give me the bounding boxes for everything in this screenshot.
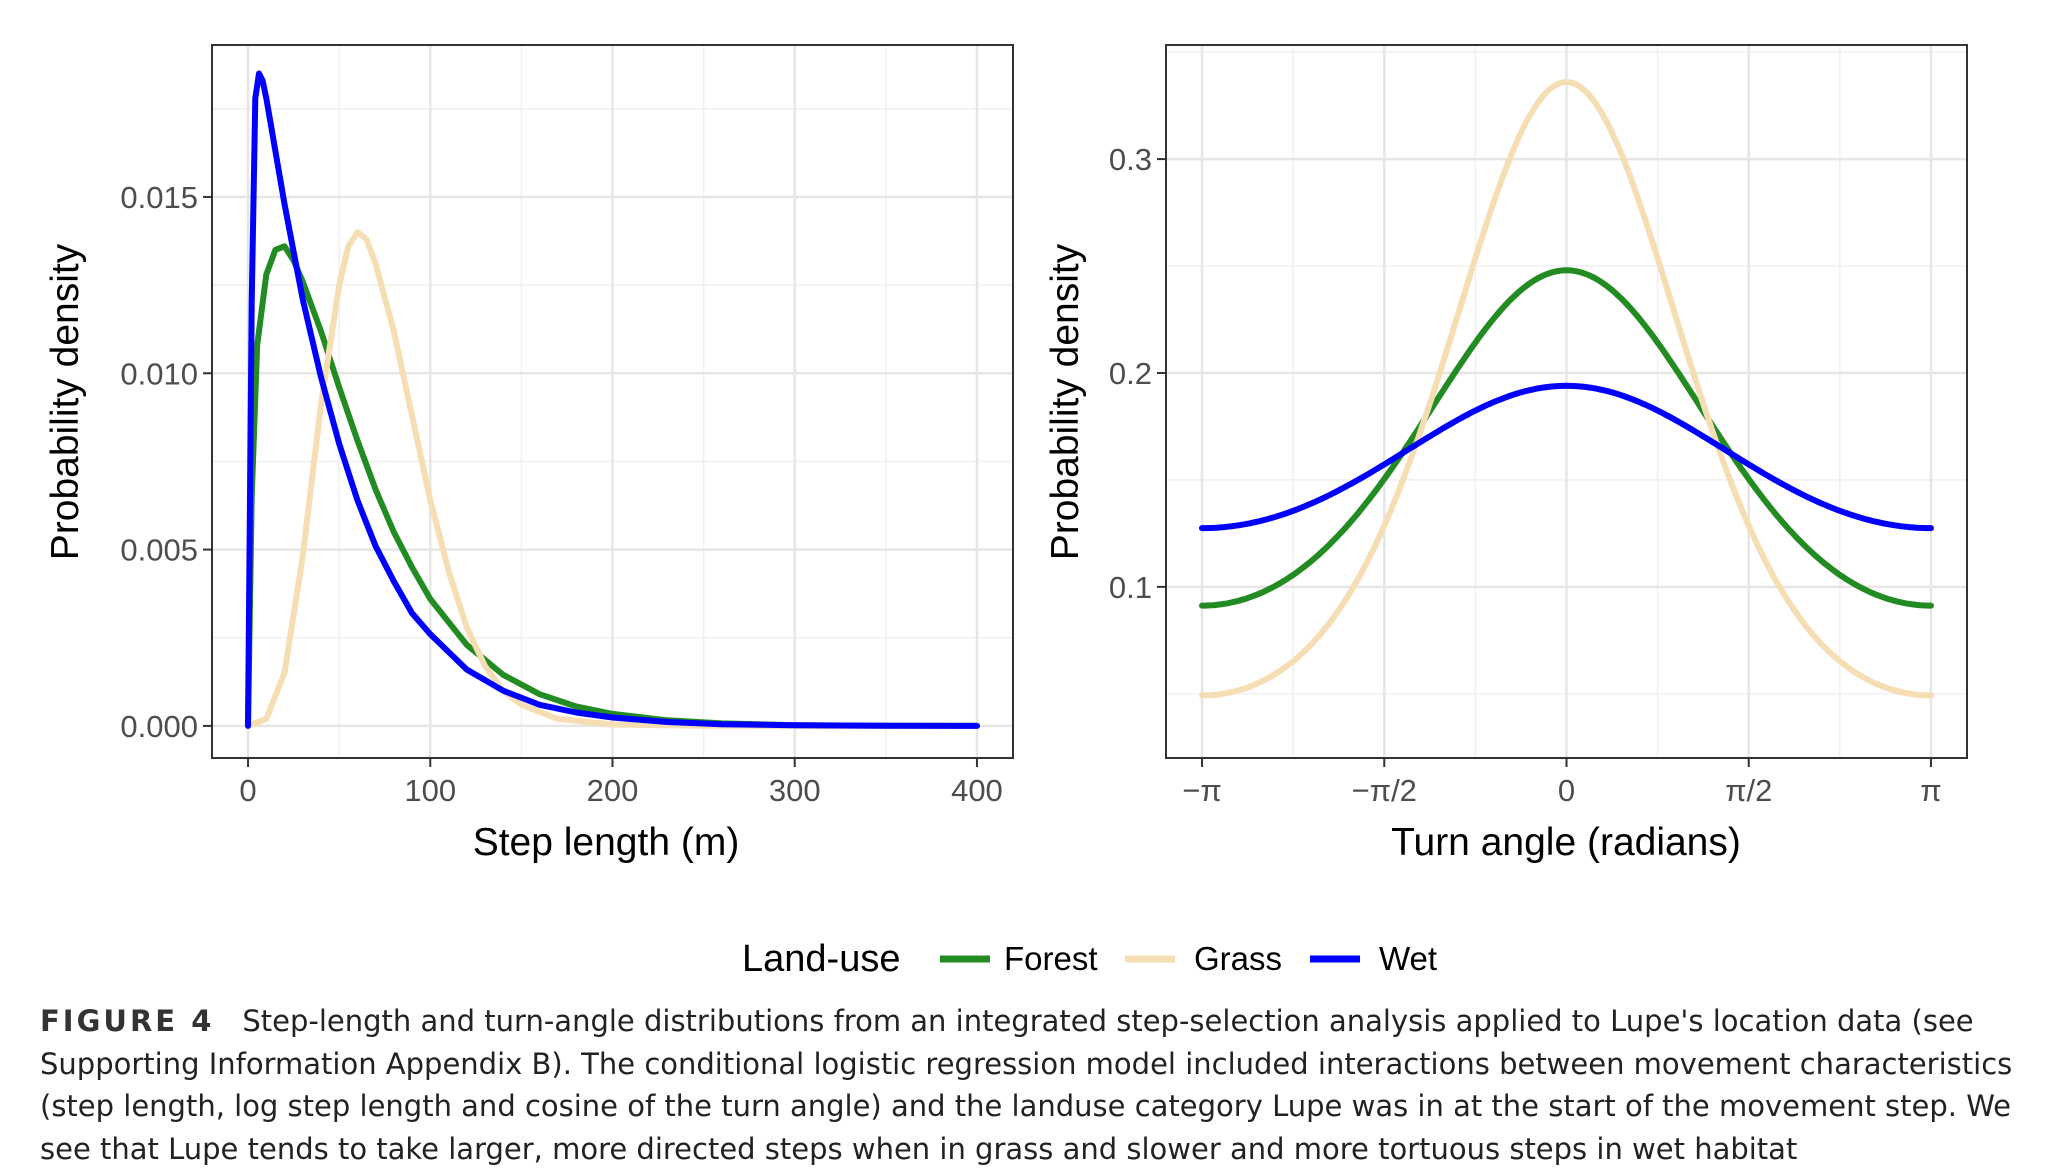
left-y-tick-label: 0.005	[120, 533, 198, 568]
left-y-tick-label: 0.015	[120, 180, 198, 215]
left-lines	[245, 70, 980, 729]
right-y-tick-label: 0.1	[1109, 570, 1152, 605]
right-y-tick-label: 0.3	[1109, 142, 1152, 177]
caption-text: Step-length and turn-angle distributions…	[40, 1004, 2013, 1166]
left-y-tick-label: 0.000	[120, 709, 198, 744]
left-ticks: 0 100 200 300 400 0.000 0.005 0.010 0.015	[120, 180, 1002, 808]
left-x-tick-label: 300	[769, 773, 821, 808]
right-grid	[1166, 45, 1967, 758]
legend-label-forest: Forest	[1004, 940, 1098, 977]
right-y-tick-label: 0.2	[1109, 356, 1152, 391]
left-y-axis-title: Probability density	[44, 243, 87, 560]
right-ticks: −π −π/2 0 π/2 π 0.1 0.2 0.3	[1109, 142, 1942, 808]
legend-label-wet: Wet	[1379, 940, 1437, 977]
caption-label: FIGURE 4	[40, 1004, 215, 1038]
left-x-axis-title: Step length (m)	[473, 821, 740, 864]
figure: 0 100 200 300 400 0.000 0.005 0.010 0.015 Step l…	[44, 44, 1968, 980]
turn-angle-panel: −π −π/2 0 π/2 π 0.1 0.2 0.3 Turn angle (radians…	[1044, 44, 1968, 864]
right-y-axis-title: Probability density	[1044, 243, 1087, 560]
legend: Land-use Forest Grass Wet	[742, 938, 1437, 980]
right-series-line-grass	[1199, 79, 1934, 699]
right-x-tick-label: π	[1920, 773, 1941, 808]
legend-title: Land-use	[742, 938, 900, 980]
left-x-tick-label: 400	[951, 773, 1003, 808]
step-length-panel: 0 100 200 300 400 0.000 0.005 0.010 0.015 Step l…	[44, 44, 1014, 864]
right-lines	[1199, 79, 1934, 699]
left-x-tick-label: 100	[404, 773, 456, 808]
left-grid	[212, 45, 1013, 758]
right-series-line-wet	[1199, 382, 1934, 532]
left-series-line-grass	[245, 229, 980, 729]
right-x-tick-label: −π/2	[1352, 773, 1417, 808]
right-x-axis-title: Turn angle (radians)	[1391, 821, 1741, 864]
right-x-tick-label: π/2	[1725, 773, 1772, 808]
left-series-line-wet	[245, 70, 980, 729]
figure-caption: FIGURE 4 Step-length and turn-angle distr…	[40, 1000, 2030, 1170]
left-x-tick-label: 200	[587, 773, 639, 808]
left-x-tick-label: 0	[239, 773, 256, 808]
left-y-tick-label: 0.010	[120, 356, 198, 391]
right-series-line-forest	[1199, 267, 1934, 609]
right-x-tick-label: −π	[1182, 773, 1222, 808]
legend-label-grass: Grass	[1194, 940, 1282, 977]
right-x-tick-label: 0	[1558, 773, 1575, 808]
